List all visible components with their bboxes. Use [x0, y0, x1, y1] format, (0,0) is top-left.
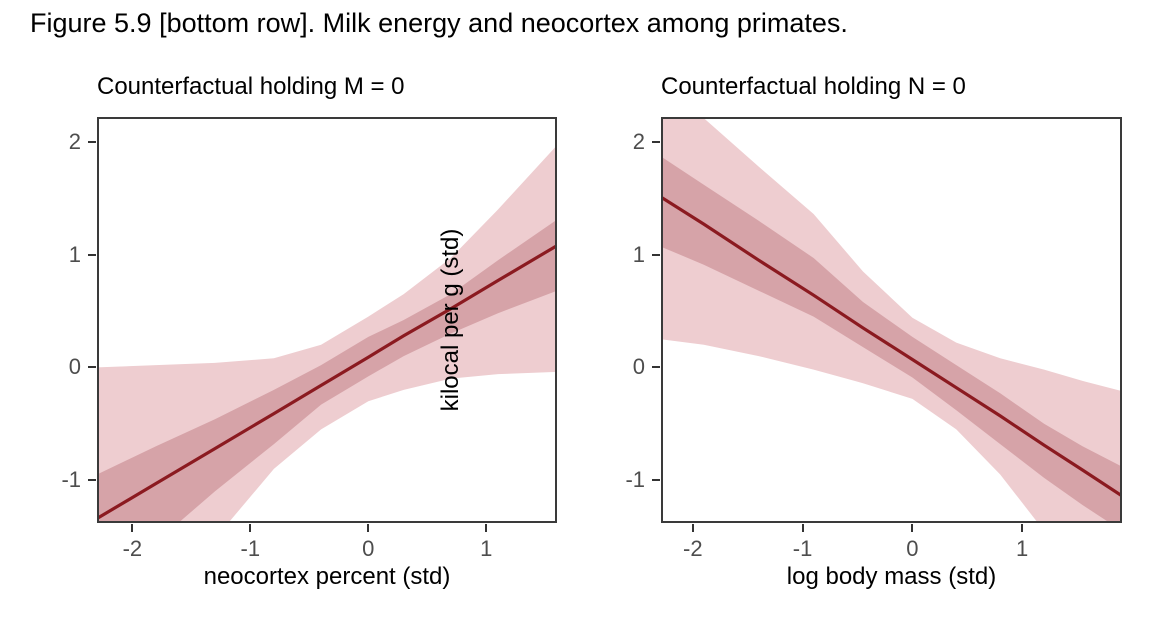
- panel-border: [661, 117, 1122, 523]
- panel-title: Counterfactual holding N = 0: [661, 73, 966, 100]
- y-tick-label: 0: [632, 354, 645, 380]
- x-tick-mark: [131, 524, 134, 532]
- x-tick-label: -1: [240, 536, 261, 561]
- figure-title: Figure 5.9 [bottom row]. Milk energy and…: [30, 8, 848, 38]
- posterior-mean-line: [661, 195, 1122, 498]
- x-tick-mark: [911, 524, 914, 532]
- panel-border: [97, 117, 557, 523]
- x-axis-title: log body mass (std): [786, 563, 997, 590]
- x-tick-label: -2: [683, 536, 703, 561]
- x-tick-label: 1: [1015, 536, 1029, 561]
- panel-counterfactual-N0: Counterfactual holding N = 0 kilocal per…: [437, 73, 1122, 590]
- x-tick-label: 0: [906, 536, 919, 561]
- x-tick-label: -2: [122, 536, 143, 561]
- x-tick-mark: [691, 524, 694, 532]
- panel-title: Counterfactual holding M = 0: [97, 73, 405, 100]
- y-tick-mark: [88, 479, 96, 482]
- y-tick-mark: [652, 479, 660, 482]
- y-tick-label: -1: [625, 467, 645, 493]
- y-tick-mark: [652, 366, 660, 369]
- y-tick-label: -1: [61, 467, 81, 493]
- inner-credible-band: [97, 219, 557, 523]
- y-axis-title: kilocal per g (std): [437, 228, 464, 412]
- y-tick-label: 2: [68, 128, 81, 154]
- y-tick-mark: [652, 140, 660, 143]
- x-axis-title: neocortex percent (std): [203, 563, 451, 590]
- y-tick-label: 0: [68, 354, 81, 380]
- posterior-mean-line: [97, 244, 557, 520]
- panel-counterfactual-M0: Counterfactual holding M = 0 kilocal per…: [61, 73, 557, 590]
- y-tick-label: 2: [632, 128, 645, 154]
- x-tick-mark: [249, 524, 252, 532]
- inner-credible-band: [661, 156, 1122, 523]
- plot-area: [97, 117, 557, 523]
- y-tick-mark: [88, 140, 96, 143]
- y-tick-label: 1: [68, 241, 81, 267]
- x-tick-label: 0: [362, 536, 375, 561]
- x-tick-label: -1: [792, 536, 813, 561]
- x-tick-label: 1: [480, 536, 493, 561]
- y-tick-mark: [88, 253, 96, 256]
- y-tick-label: 1: [632, 241, 645, 267]
- x-tick-mark: [801, 524, 804, 532]
- y-tick-mark: [652, 253, 660, 256]
- x-tick-mark: [367, 524, 370, 532]
- x-tick-mark: [1021, 524, 1024, 532]
- x-tick-mark: [485, 524, 488, 532]
- plot-area: [661, 117, 1122, 523]
- y-tick-mark: [88, 366, 96, 369]
